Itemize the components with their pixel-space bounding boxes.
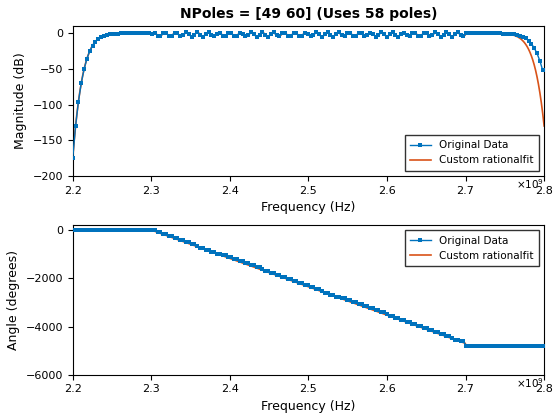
Original Data <box>310 284 317 289</box>
Custom rationalfit <box>393 316 400 321</box>
Line: Original Data: Original Data <box>71 228 544 348</box>
Legend: Original Data, Custom rationalfit: Original Data, Custom rationalfit <box>405 231 539 266</box>
Original Data <box>539 343 546 348</box>
Original Data <box>259 30 266 35</box>
Custom rationalfit <box>437 332 444 337</box>
Custom rationalfit <box>446 32 452 37</box>
Original Data <box>132 31 138 36</box>
Custom rationalfit <box>118 228 124 233</box>
Custom rationalfit <box>277 274 284 279</box>
Original Data <box>236 30 243 35</box>
Custom rationalfit <box>277 33 284 38</box>
Custom rationalfit <box>118 31 124 36</box>
Text: $\times10^9$: $\times10^9$ <box>516 177 544 191</box>
Custom rationalfit <box>69 155 76 160</box>
Y-axis label: Magnitude (dB): Magnitude (dB) <box>14 52 27 150</box>
Custom rationalfit <box>260 31 267 36</box>
Custom rationalfit <box>394 34 400 39</box>
Custom rationalfit <box>226 30 233 35</box>
Text: $\times10^9$: $\times10^9$ <box>516 376 544 390</box>
Original Data <box>69 228 76 233</box>
Original Data <box>134 31 141 36</box>
Custom rationalfit <box>541 343 548 348</box>
Line: Custom rationalfit: Custom rationalfit <box>73 230 544 346</box>
Custom rationalfit <box>69 228 76 233</box>
Original Data <box>132 228 138 233</box>
Custom rationalfit <box>260 268 267 273</box>
Original Data <box>307 34 314 39</box>
Original Data <box>134 228 141 233</box>
X-axis label: Frequency (Hz): Frequency (Hz) <box>261 201 356 214</box>
Original Data <box>236 259 243 264</box>
Original Data <box>463 343 470 348</box>
Original Data <box>313 30 320 35</box>
Original Data <box>69 155 76 160</box>
Original Data <box>381 32 388 37</box>
Y-axis label: Angle (degrees): Angle (degrees) <box>7 250 20 350</box>
Custom rationalfit <box>437 34 444 39</box>
Original Data <box>304 282 311 287</box>
Legend: Original Data, Custom rationalfit: Original Data, Custom rationalfit <box>405 135 539 171</box>
Original Data <box>539 68 546 73</box>
Line: Custom rationalfit: Custom rationalfit <box>73 32 544 158</box>
Custom rationalfit <box>445 335 452 340</box>
Line: Original Data: Original Data <box>71 31 544 160</box>
Original Data <box>378 310 385 315</box>
X-axis label: Frequency (Hz): Frequency (Hz) <box>261 400 356 413</box>
Custom rationalfit <box>541 123 548 129</box>
Custom rationalfit <box>463 343 469 348</box>
Title: NPoles = [49 60] (Uses 58 poles): NPoles = [49 60] (Uses 58 poles) <box>180 7 437 21</box>
